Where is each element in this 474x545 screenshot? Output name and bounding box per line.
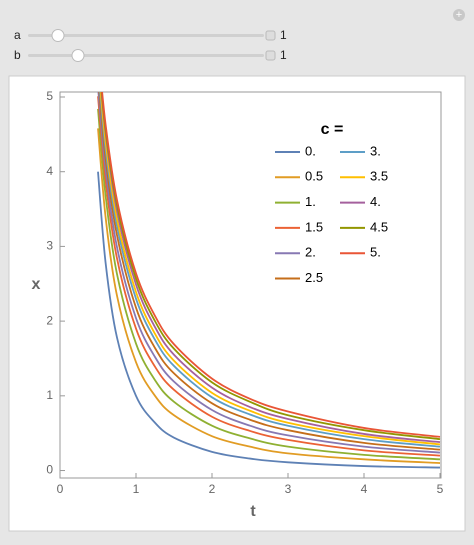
series-line — [99, 92, 441, 448]
y-tick-label: 4 — [46, 164, 53, 178]
plot-panel — [8, 75, 466, 532]
series-line — [97, 96, 441, 457]
legend-title: c = — [321, 121, 344, 138]
x-tick-label: 4 — [361, 482, 368, 496]
y-tick-label: 1 — [46, 388, 53, 402]
x-tick-label: 1 — [133, 482, 140, 496]
legend-label: 1.5 — [305, 219, 323, 234]
legend-label: 4.5 — [370, 219, 388, 234]
legend-label: 1. — [305, 194, 316, 209]
x-tick-label: 0 — [57, 482, 64, 496]
series-line — [97, 171, 441, 469]
legend-label: 0. — [305, 143, 316, 158]
add-button[interactable] — [453, 9, 465, 21]
y-tick-label: 3 — [46, 239, 53, 253]
y-tick-label: 2 — [46, 313, 53, 327]
legend-label: 2. — [305, 245, 316, 260]
slider-track — [28, 34, 264, 37]
expand-button[interactable] — [265, 30, 276, 41]
x-axis-label: t — [250, 503, 256, 520]
legend-label: 5. — [370, 245, 381, 260]
slider-track — [28, 54, 264, 57]
plot-frame — [59, 91, 442, 479]
series-layer — [97, 92, 441, 469]
x-tick-label: 2 — [209, 482, 216, 496]
y-tick-label: 5 — [46, 89, 53, 103]
expand-button[interactable] — [265, 50, 276, 61]
legend-label: 4. — [370, 194, 381, 209]
slider-a[interactable]: a 1 — [14, 28, 287, 42]
slider-value: 1 — [280, 28, 287, 42]
y-tick-label: 0 — [46, 463, 53, 477]
slider-value: 1 — [280, 48, 287, 62]
series-line — [97, 92, 441, 454]
slider-label: a — [14, 28, 21, 42]
series-line — [97, 108, 441, 461]
series-line — [101, 92, 441, 438]
slider-label: b — [14, 48, 21, 62]
slider-knob[interactable] — [51, 29, 65, 42]
series-line — [98, 92, 441, 451]
legend-label: 3.5 — [370, 169, 388, 184]
x-tick-label: 3 — [285, 482, 292, 496]
legend-label: 3. — [370, 143, 381, 158]
y-axis-label: x — [32, 276, 41, 293]
legend-label: 2.5 — [305, 270, 323, 285]
add-icon: + — [456, 9, 462, 21]
series-line — [97, 128, 441, 464]
slider-knob[interactable] — [71, 49, 85, 62]
legend-label: 0.5 — [305, 169, 323, 184]
slider-b[interactable]: b 1 — [14, 48, 287, 62]
x-tick-label: 5 — [437, 482, 444, 496]
series-line — [99, 92, 441, 446]
